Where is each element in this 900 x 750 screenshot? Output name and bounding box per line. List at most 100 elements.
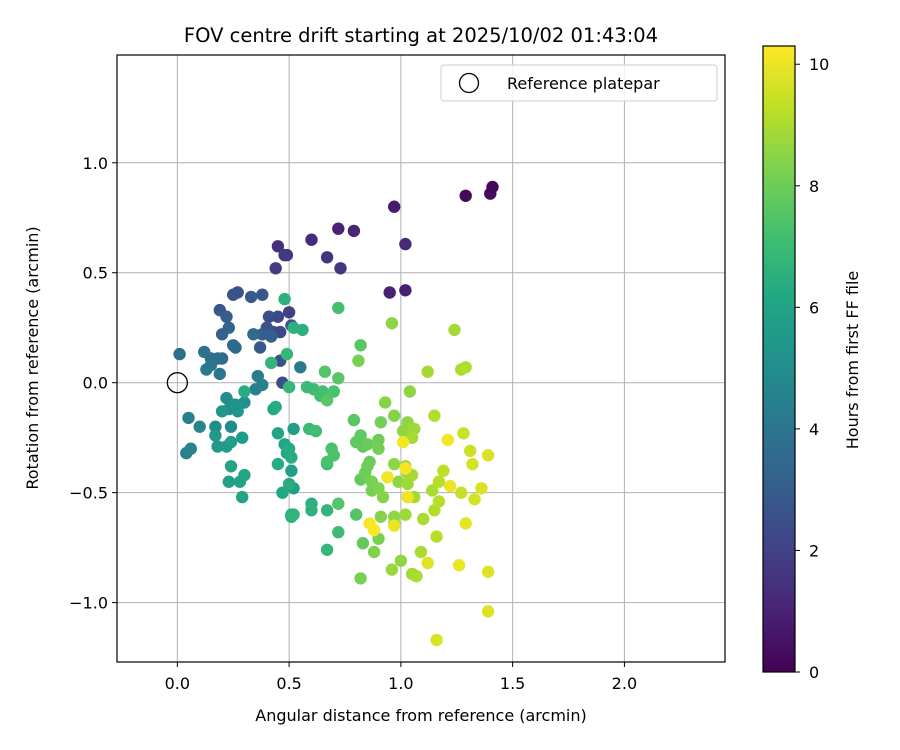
- data-point: [334, 262, 347, 275]
- data-point: [209, 429, 222, 442]
- data-point: [184, 442, 197, 455]
- data-point: [367, 523, 381, 537]
- data-point: [459, 517, 472, 530]
- legend-box: [440, 64, 718, 102]
- data-point: [320, 543, 334, 556]
- data-point: [278, 292, 291, 306]
- data-point: [356, 537, 370, 550]
- data-point: [287, 422, 300, 436]
- data-point: [383, 286, 396, 299]
- data-point: [256, 378, 269, 392]
- colorbar-tick-label: 6: [809, 298, 819, 317]
- data-point: [394, 554, 408, 567]
- data-point: [388, 200, 401, 213]
- data-point: [198, 345, 211, 359]
- x-tick-label: 0.5: [276, 674, 301, 693]
- data-point: [426, 484, 439, 497]
- data-point: [285, 464, 298, 477]
- data-point: [399, 284, 412, 297]
- data-point: [475, 482, 488, 495]
- data-point: [441, 433, 454, 447]
- data-point: [399, 508, 412, 521]
- colorbar-tick-label: 2: [809, 541, 819, 560]
- y-tick-label: −0.5: [69, 484, 108, 503]
- data-point: [227, 288, 240, 301]
- data-point: [385, 317, 399, 330]
- data-point: [236, 490, 249, 504]
- data-point: [388, 457, 401, 471]
- colorbar-tick-label: 4: [809, 420, 819, 439]
- colorbar-tick-label: 10: [809, 55, 829, 74]
- data-point: [220, 310, 233, 323]
- x-axis-label: Angular distance from reference (arcmin): [255, 706, 586, 725]
- data-point: [437, 464, 450, 477]
- plot-frame: [116, 54, 726, 663]
- data-point: [428, 409, 441, 422]
- y-tick-label: 1.0: [83, 154, 108, 173]
- data-point: [224, 435, 238, 449]
- data-point: [486, 180, 499, 194]
- data-point: [224, 460, 238, 473]
- data-point: [327, 385, 340, 398]
- data-point: [294, 361, 307, 374]
- data-point: [182, 411, 195, 425]
- data-point: [372, 442, 385, 455]
- colorbar-label: Hours from first FF file: [843, 271, 862, 450]
- data-point: [262, 310, 276, 323]
- data-point: [280, 347, 294, 361]
- data-point: [374, 416, 387, 429]
- y-tick-label: 0.5: [83, 264, 108, 283]
- reference-point: [166, 372, 189, 394]
- data-point: [222, 321, 235, 334]
- data-point: [417, 512, 430, 526]
- data-point: [247, 328, 260, 341]
- data-point: [455, 486, 468, 499]
- data-point: [481, 565, 495, 578]
- data-point: [320, 394, 334, 407]
- colorbar-tick-label: 8: [809, 177, 819, 196]
- data-point: [236, 431, 249, 444]
- data-point: [443, 479, 457, 493]
- data-point: [361, 438, 374, 451]
- data-point: [244, 290, 258, 304]
- y-tick-label: −1.0: [69, 594, 108, 613]
- data-point: [173, 347, 186, 361]
- data-point: [385, 563, 399, 576]
- data-point: [381, 471, 394, 484]
- data-point: [287, 508, 300, 521]
- data-point: [374, 510, 387, 523]
- data-point: [282, 306, 296, 319]
- data-point: [215, 405, 229, 418]
- colorbar: 0 2 4 6 8 10 Hours from first FF file: [762, 45, 862, 682]
- colorbar-gradient: [762, 45, 796, 673]
- data-points: [173, 180, 499, 647]
- data-point: [229, 341, 242, 354]
- data-point: [229, 398, 242, 411]
- data-point: [265, 330, 278, 343]
- data-point: [414, 545, 428, 559]
- data-point: [399, 237, 412, 251]
- reference-marker: [166, 372, 189, 394]
- data-point: [332, 497, 345, 510]
- data-point: [320, 251, 334, 264]
- data-point: [238, 385, 251, 398]
- data-point: [372, 433, 385, 447]
- data-point: [430, 530, 443, 543]
- data-point: [213, 367, 226, 381]
- data-point: [388, 519, 401, 532]
- data-point: [209, 420, 222, 433]
- legend: Reference platepar: [440, 64, 718, 102]
- data-point: [309, 424, 323, 438]
- data-point: [481, 605, 495, 618]
- data-point: [354, 339, 367, 352]
- data-point: [271, 457, 285, 471]
- colorbar-tick-label: 0: [809, 663, 819, 682]
- data-point: [399, 462, 412, 475]
- data-point: [430, 633, 443, 647]
- data-point: [350, 508, 363, 521]
- data-point: [401, 490, 414, 504]
- y-tick-label: 0.0: [83, 374, 108, 393]
- data-point: [481, 449, 495, 462]
- data-point: [459, 361, 472, 374]
